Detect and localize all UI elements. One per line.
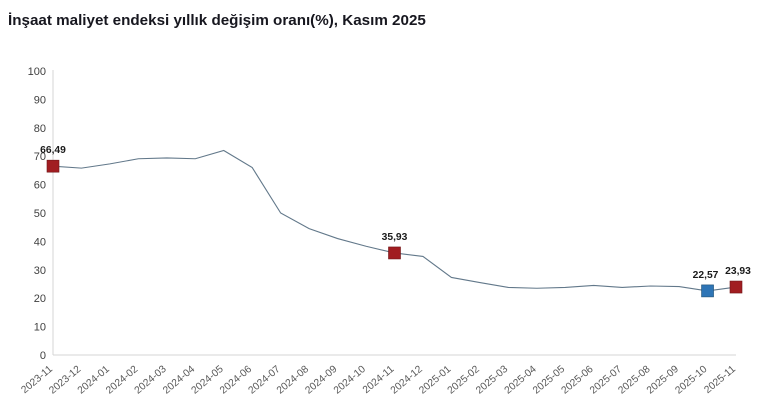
svg-text:50: 50 bbox=[34, 208, 46, 220]
svg-text:2025-11: 2025-11 bbox=[702, 364, 738, 396]
svg-text:0: 0 bbox=[40, 350, 46, 362]
svg-text:2025-10: 2025-10 bbox=[673, 364, 709, 397]
svg-text:23,93: 23,93 bbox=[725, 266, 751, 277]
svg-text:35,93: 35,93 bbox=[382, 232, 408, 243]
svg-text:100: 100 bbox=[28, 66, 46, 78]
svg-text:22,57: 22,57 bbox=[693, 270, 719, 281]
svg-text:40: 40 bbox=[34, 236, 46, 248]
svg-text:80: 80 bbox=[34, 123, 46, 135]
svg-text:30: 30 bbox=[34, 265, 46, 277]
svg-text:20: 20 bbox=[34, 293, 46, 305]
svg-text:2024-10: 2024-10 bbox=[332, 364, 368, 397]
svg-text:10: 10 bbox=[34, 322, 46, 334]
svg-text:60: 60 bbox=[34, 180, 46, 192]
svg-text:90: 90 bbox=[34, 94, 46, 106]
svg-text:66,49: 66,49 bbox=[40, 145, 66, 156]
